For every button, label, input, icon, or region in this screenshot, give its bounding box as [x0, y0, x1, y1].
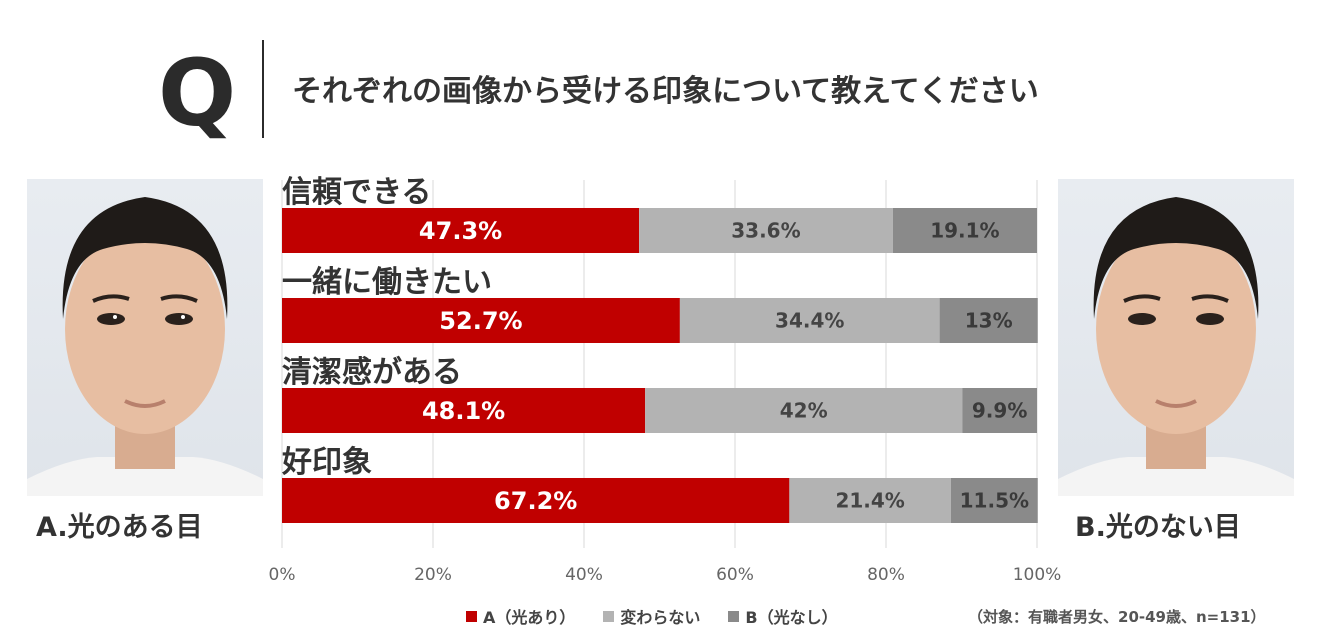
data-label: 47.3% — [419, 217, 502, 245]
chart-legend: A（光あり） 変わらない B（光なし） — [466, 604, 838, 628]
bar-segment — [950, 478, 1038, 523]
data-label: 33.6% — [731, 219, 800, 243]
x-tick-label: 40% — [565, 565, 603, 585]
category-label: 好印象 — [281, 445, 372, 480]
legend-swatch-a — [466, 610, 477, 622]
data-label: 48.1% — [422, 397, 505, 425]
x-tick-label: 60% — [716, 565, 754, 585]
question-mark: Q — [158, 40, 237, 147]
data-label: 13% — [965, 309, 1013, 333]
question-title: それぞれの画像から受ける印象について教えてください — [292, 74, 1039, 109]
category-label: 信頼できる — [282, 175, 431, 210]
sample-note: （対象：有職者男女、20-49歳、n=131） — [968, 608, 1266, 626]
bar-segment — [939, 298, 1038, 343]
header-divider — [262, 40, 264, 138]
bar-segment — [789, 478, 951, 523]
bar-segment — [679, 298, 940, 343]
data-label: 34.4% — [775, 309, 844, 333]
legend-item-same: 変わらない — [603, 604, 700, 628]
legend-item-a: A（光あり） — [466, 604, 575, 628]
category-label: 一緒に働きたい — [282, 265, 492, 300]
x-tick-label: 0% — [269, 565, 296, 585]
photo-a-caption: A.光のある目 — [36, 512, 203, 543]
x-tick-label: 100% — [1013, 565, 1062, 585]
bar-segment — [282, 208, 640, 253]
legend-label-a: A（光あり） — [483, 608, 576, 627]
legend-swatch-same — [603, 610, 615, 622]
x-tick-label: 20% — [414, 565, 452, 585]
legend-label-b: B（光なし） — [745, 608, 838, 627]
legend-swatch-b — [728, 610, 740, 622]
bar-segment — [282, 478, 790, 523]
category-label: 清潔感がある — [282, 355, 462, 390]
data-label: 21.4% — [835, 489, 904, 513]
data-label: 52.7% — [439, 307, 522, 335]
data-label: 42% — [780, 399, 828, 423]
x-tick-label: 80% — [867, 565, 905, 585]
data-label: 19.1% — [930, 219, 999, 243]
bar-segment — [282, 298, 680, 343]
bar-segment — [282, 388, 646, 433]
photo-a-eyes-with-light — [27, 179, 263, 496]
photo-b-caption: B.光のない目 — [1075, 512, 1241, 543]
bar-segment — [962, 388, 1037, 433]
bar-segment — [645, 388, 963, 433]
bar-segment — [639, 208, 893, 253]
data-label: 11.5% — [960, 489, 1029, 513]
bar-segment — [892, 208, 1037, 253]
data-label: 9.9% — [972, 399, 1027, 423]
data-label: 67.2% — [494, 487, 577, 515]
legend-label-same: 変わらない — [620, 608, 701, 627]
photo-b-eyes-without-light — [1058, 179, 1294, 496]
legend-item-b: B（光なし） — [728, 604, 838, 628]
stacked-bar-chart: 0% 20% 40% 60% 80% 100% 信頼できる 47.3% 33.6% 19.1% 一緒… — [269, 175, 1062, 585]
